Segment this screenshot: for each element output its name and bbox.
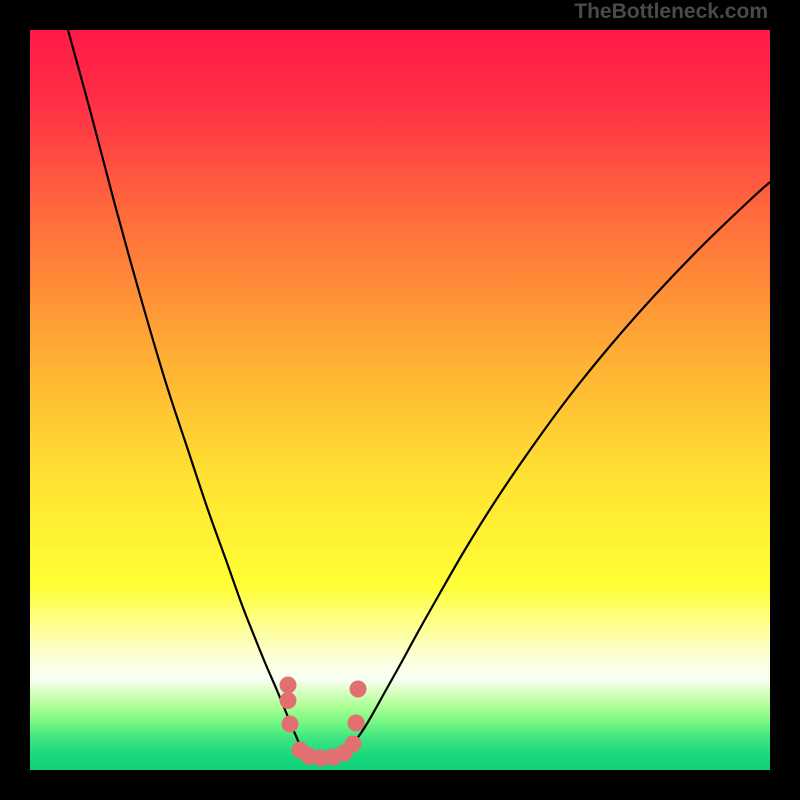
marker-dot	[280, 677, 297, 694]
frame-left	[0, 0, 30, 800]
marker-dot	[345, 736, 362, 753]
watermark-text: TheBottleneck.com	[574, 0, 768, 24]
chart-container: TheBottleneck.com	[0, 0, 800, 800]
marker-dot	[280, 692, 297, 709]
chart-svg	[30, 30, 770, 770]
plot-area	[30, 30, 770, 770]
marker-dot	[348, 715, 365, 732]
frame-bottom	[0, 770, 800, 800]
marker-dot	[350, 681, 367, 698]
gradient-background	[30, 30, 770, 770]
frame-right	[770, 0, 800, 800]
marker-dot	[282, 716, 299, 733]
